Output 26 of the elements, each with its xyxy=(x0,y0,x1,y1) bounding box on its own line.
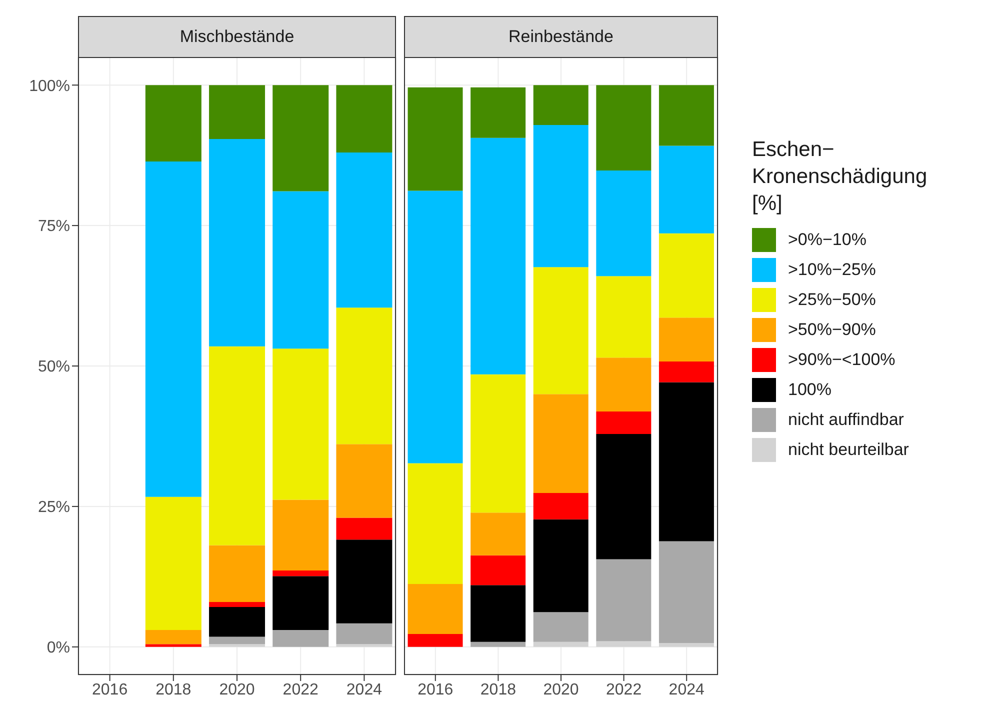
chart-title: Mischbestände xyxy=(180,27,294,47)
x-tick-label: 2022 xyxy=(606,681,642,698)
legend-label: >90%−<100% xyxy=(788,350,896,370)
legend-title: Eschen− Kronenschädigung [%] xyxy=(752,137,928,217)
x-tick-label: 2020 xyxy=(219,681,255,698)
y-tick-label: 100% xyxy=(29,78,70,95)
y-tick-label: 75% xyxy=(38,218,70,236)
x-tick-label: 2018 xyxy=(480,681,516,698)
x-tick-label: 2016 xyxy=(418,681,454,698)
x-tick-label: 2024 xyxy=(346,681,382,698)
legend-label: >25%−50% xyxy=(788,290,876,310)
legend-label: >0%−10% xyxy=(788,230,866,250)
x-tick-label: 2020 xyxy=(543,681,579,698)
x-tick-label: 2022 xyxy=(282,681,318,698)
legend-label: nicht auffindbar xyxy=(788,410,904,430)
legend-label: nicht beurteilbar xyxy=(788,440,909,460)
x-tick-label: 2024 xyxy=(668,681,704,698)
x-tick-label: 2016 xyxy=(92,681,128,698)
legend-label: >10%−25% xyxy=(788,260,876,280)
y-tick-label: 0% xyxy=(46,640,70,657)
y-tick-label: 50% xyxy=(38,358,70,376)
x-tick-label: 2018 xyxy=(156,681,192,698)
y-tick-label: 25% xyxy=(38,499,70,516)
legend-label: >50%−90% xyxy=(788,320,876,340)
legend-label: 100% xyxy=(788,380,832,400)
chart-title: Reinbestände xyxy=(508,27,614,47)
